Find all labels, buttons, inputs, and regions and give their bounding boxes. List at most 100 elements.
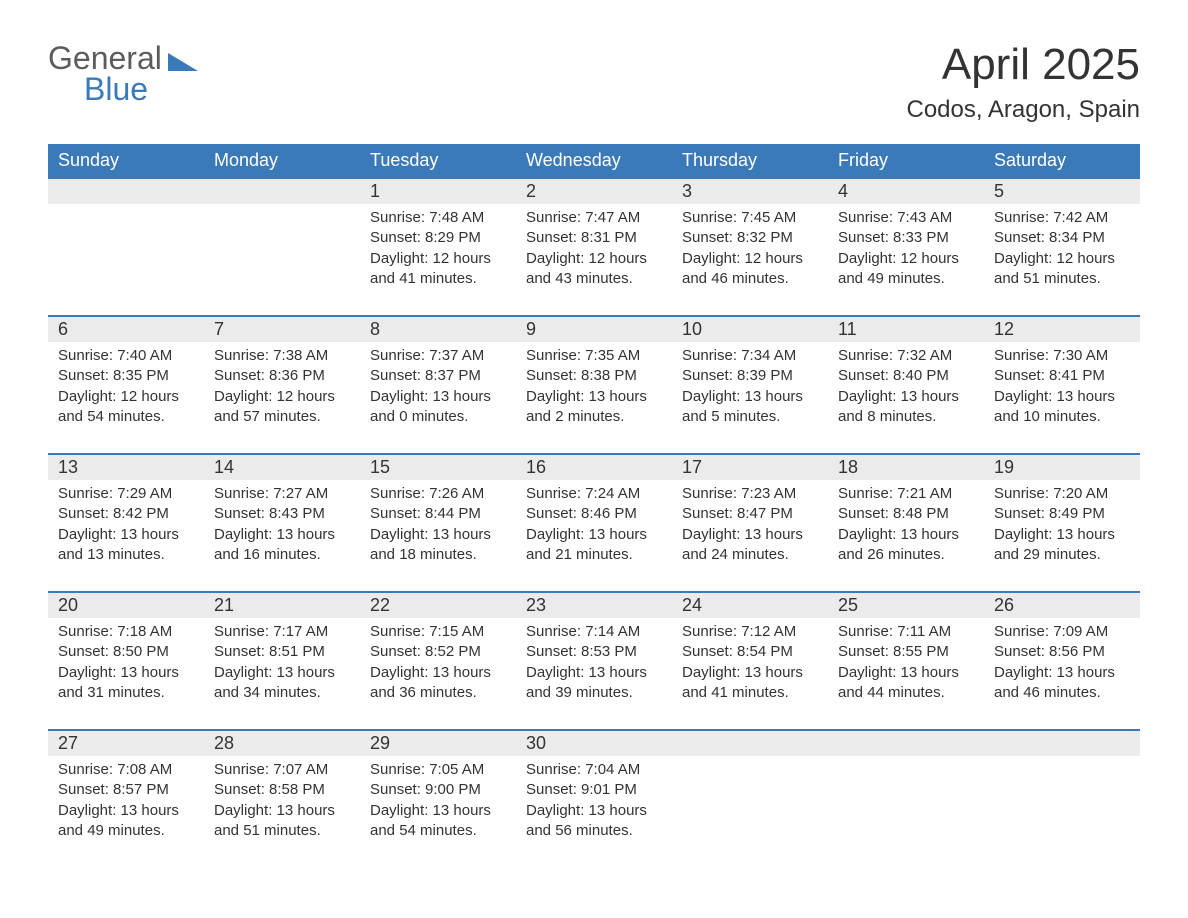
- daylight-text-1: Daylight: 12 hours: [994, 249, 1130, 269]
- sunrise-text: Sunrise: 7:47 AM: [526, 208, 662, 228]
- daylight-text-1: Daylight: 12 hours: [526, 249, 662, 269]
- daylight-text-1: Daylight: 13 hours: [370, 387, 506, 407]
- day-number-cell: 3: [672, 178, 828, 204]
- daylight-text-1: Daylight: 13 hours: [526, 663, 662, 683]
- day-content-row: Sunrise: 7:29 AMSunset: 8:42 PMDaylight:…: [48, 480, 1140, 592]
- sunset-text: Sunset: 8:56 PM: [994, 642, 1130, 662]
- daylight-text-1: Daylight: 13 hours: [994, 387, 1130, 407]
- daylight-text-1: Daylight: 13 hours: [838, 387, 974, 407]
- day-number-cell: 10: [672, 316, 828, 342]
- sunset-text: Sunset: 8:58 PM: [214, 780, 350, 800]
- daylight-text-2: and 44 minutes.: [838, 683, 974, 703]
- daylight-text-2: and 24 minutes.: [682, 545, 818, 565]
- sunrise-text: Sunrise: 7:45 AM: [682, 208, 818, 228]
- sunrise-text: Sunrise: 7:07 AM: [214, 760, 350, 780]
- day-content-row: Sunrise: 7:48 AMSunset: 8:29 PMDaylight:…: [48, 204, 1140, 316]
- daylight-text-2: and 34 minutes.: [214, 683, 350, 703]
- daylight-text-2: and 16 minutes.: [214, 545, 350, 565]
- sunrise-text: Sunrise: 7:14 AM: [526, 622, 662, 642]
- sunrise-text: Sunrise: 7:15 AM: [370, 622, 506, 642]
- daylight-text-2: and 51 minutes.: [214, 821, 350, 841]
- daylight-text-1: Daylight: 13 hours: [370, 525, 506, 545]
- day-content-cell: [672, 756, 828, 867]
- month-title: April 2025: [907, 40, 1141, 90]
- weekday-header: Monday: [204, 144, 360, 178]
- day-number-cell: 18: [828, 454, 984, 480]
- daylight-text-1: Daylight: 13 hours: [370, 663, 506, 683]
- daylight-text-2: and 49 minutes.: [838, 269, 974, 289]
- sunrise-text: Sunrise: 7:42 AM: [994, 208, 1130, 228]
- daylight-text-2: and 31 minutes.: [58, 683, 194, 703]
- day-content-cell: Sunrise: 7:40 AMSunset: 8:35 PMDaylight:…: [48, 342, 204, 454]
- sunset-text: Sunset: 8:29 PM: [370, 228, 506, 248]
- sunset-text: Sunset: 9:00 PM: [370, 780, 506, 800]
- day-content-cell: Sunrise: 7:18 AMSunset: 8:50 PMDaylight:…: [48, 618, 204, 730]
- day-content-cell: [984, 756, 1140, 867]
- sunset-text: Sunset: 8:43 PM: [214, 504, 350, 524]
- day-content-cell: [828, 756, 984, 867]
- sunrise-text: Sunrise: 7:27 AM: [214, 484, 350, 504]
- day-number-cell: [48, 178, 204, 204]
- sunrise-text: Sunrise: 7:18 AM: [58, 622, 194, 642]
- day-content-cell: Sunrise: 7:04 AMSunset: 9:01 PMDaylight:…: [516, 756, 672, 867]
- sunset-text: Sunset: 8:37 PM: [370, 366, 506, 386]
- day-content-cell: Sunrise: 7:29 AMSunset: 8:42 PMDaylight:…: [48, 480, 204, 592]
- weekday-header: Tuesday: [360, 144, 516, 178]
- daylight-text-1: Daylight: 13 hours: [214, 663, 350, 683]
- day-number-cell: [672, 730, 828, 756]
- sunrise-text: Sunrise: 7:34 AM: [682, 346, 818, 366]
- day-number-cell: 16: [516, 454, 672, 480]
- sunset-text: Sunset: 8:38 PM: [526, 366, 662, 386]
- daylight-text-2: and 49 minutes.: [58, 821, 194, 841]
- day-content-cell: Sunrise: 7:14 AMSunset: 8:53 PMDaylight:…: [516, 618, 672, 730]
- daylight-text-1: Daylight: 13 hours: [682, 663, 818, 683]
- weekday-header: Friday: [828, 144, 984, 178]
- day-number-cell: 21: [204, 592, 360, 618]
- sunset-text: Sunset: 8:47 PM: [682, 504, 818, 524]
- daylight-text-1: Daylight: 13 hours: [58, 663, 194, 683]
- daylight-text-2: and 39 minutes.: [526, 683, 662, 703]
- daylight-text-1: Daylight: 13 hours: [214, 525, 350, 545]
- sunset-text: Sunset: 8:52 PM: [370, 642, 506, 662]
- sunset-text: Sunset: 8:49 PM: [994, 504, 1130, 524]
- daylight-text-2: and 10 minutes.: [994, 407, 1130, 427]
- day-content-cell: Sunrise: 7:09 AMSunset: 8:56 PMDaylight:…: [984, 618, 1140, 730]
- sunset-text: Sunset: 8:57 PM: [58, 780, 194, 800]
- sunrise-text: Sunrise: 7:05 AM: [370, 760, 506, 780]
- sunrise-text: Sunrise: 7:12 AM: [682, 622, 818, 642]
- daylight-text-1: Daylight: 13 hours: [58, 525, 194, 545]
- sunrise-text: Sunrise: 7:37 AM: [370, 346, 506, 366]
- day-content-cell: Sunrise: 7:07 AMSunset: 8:58 PMDaylight:…: [204, 756, 360, 867]
- daylight-text-2: and 51 minutes.: [994, 269, 1130, 289]
- sunrise-text: Sunrise: 7:09 AM: [994, 622, 1130, 642]
- day-content-cell: Sunrise: 7:43 AMSunset: 8:33 PMDaylight:…: [828, 204, 984, 316]
- daylight-text-2: and 43 minutes.: [526, 269, 662, 289]
- day-content-cell: Sunrise: 7:24 AMSunset: 8:46 PMDaylight:…: [516, 480, 672, 592]
- weekday-header-row: Sunday Monday Tuesday Wednesday Thursday…: [48, 144, 1140, 178]
- day-number-cell: 29: [360, 730, 516, 756]
- day-content-cell: Sunrise: 7:21 AMSunset: 8:48 PMDaylight:…: [828, 480, 984, 592]
- sunrise-text: Sunrise: 7:26 AM: [370, 484, 506, 504]
- day-content-cell: Sunrise: 7:20 AMSunset: 8:49 PMDaylight:…: [984, 480, 1140, 592]
- daylight-text-1: Daylight: 13 hours: [838, 663, 974, 683]
- day-number-cell: 26: [984, 592, 1140, 618]
- brand-word-2: Blue: [48, 71, 198, 108]
- day-number-cell: 25: [828, 592, 984, 618]
- day-content-cell: Sunrise: 7:05 AMSunset: 9:00 PMDaylight:…: [360, 756, 516, 867]
- daylight-text-2: and 13 minutes.: [58, 545, 194, 565]
- daylight-text-1: Daylight: 13 hours: [994, 525, 1130, 545]
- day-content-cell: Sunrise: 7:17 AMSunset: 8:51 PMDaylight:…: [204, 618, 360, 730]
- daylight-text-2: and 41 minutes.: [370, 269, 506, 289]
- day-content-cell: Sunrise: 7:15 AMSunset: 8:52 PMDaylight:…: [360, 618, 516, 730]
- daylight-text-1: Daylight: 13 hours: [214, 801, 350, 821]
- day-number-cell: 7: [204, 316, 360, 342]
- sunset-text: Sunset: 8:40 PM: [838, 366, 974, 386]
- sunrise-text: Sunrise: 7:32 AM: [838, 346, 974, 366]
- day-content-cell: Sunrise: 7:48 AMSunset: 8:29 PMDaylight:…: [360, 204, 516, 316]
- sunset-text: Sunset: 8:31 PM: [526, 228, 662, 248]
- page-header: General Blue April 2025 Codos, Aragon, S…: [48, 40, 1140, 124]
- daylight-text-2: and 29 minutes.: [994, 545, 1130, 565]
- day-number-cell: [828, 730, 984, 756]
- daylight-text-1: Daylight: 13 hours: [58, 801, 194, 821]
- daylight-text-2: and 41 minutes.: [682, 683, 818, 703]
